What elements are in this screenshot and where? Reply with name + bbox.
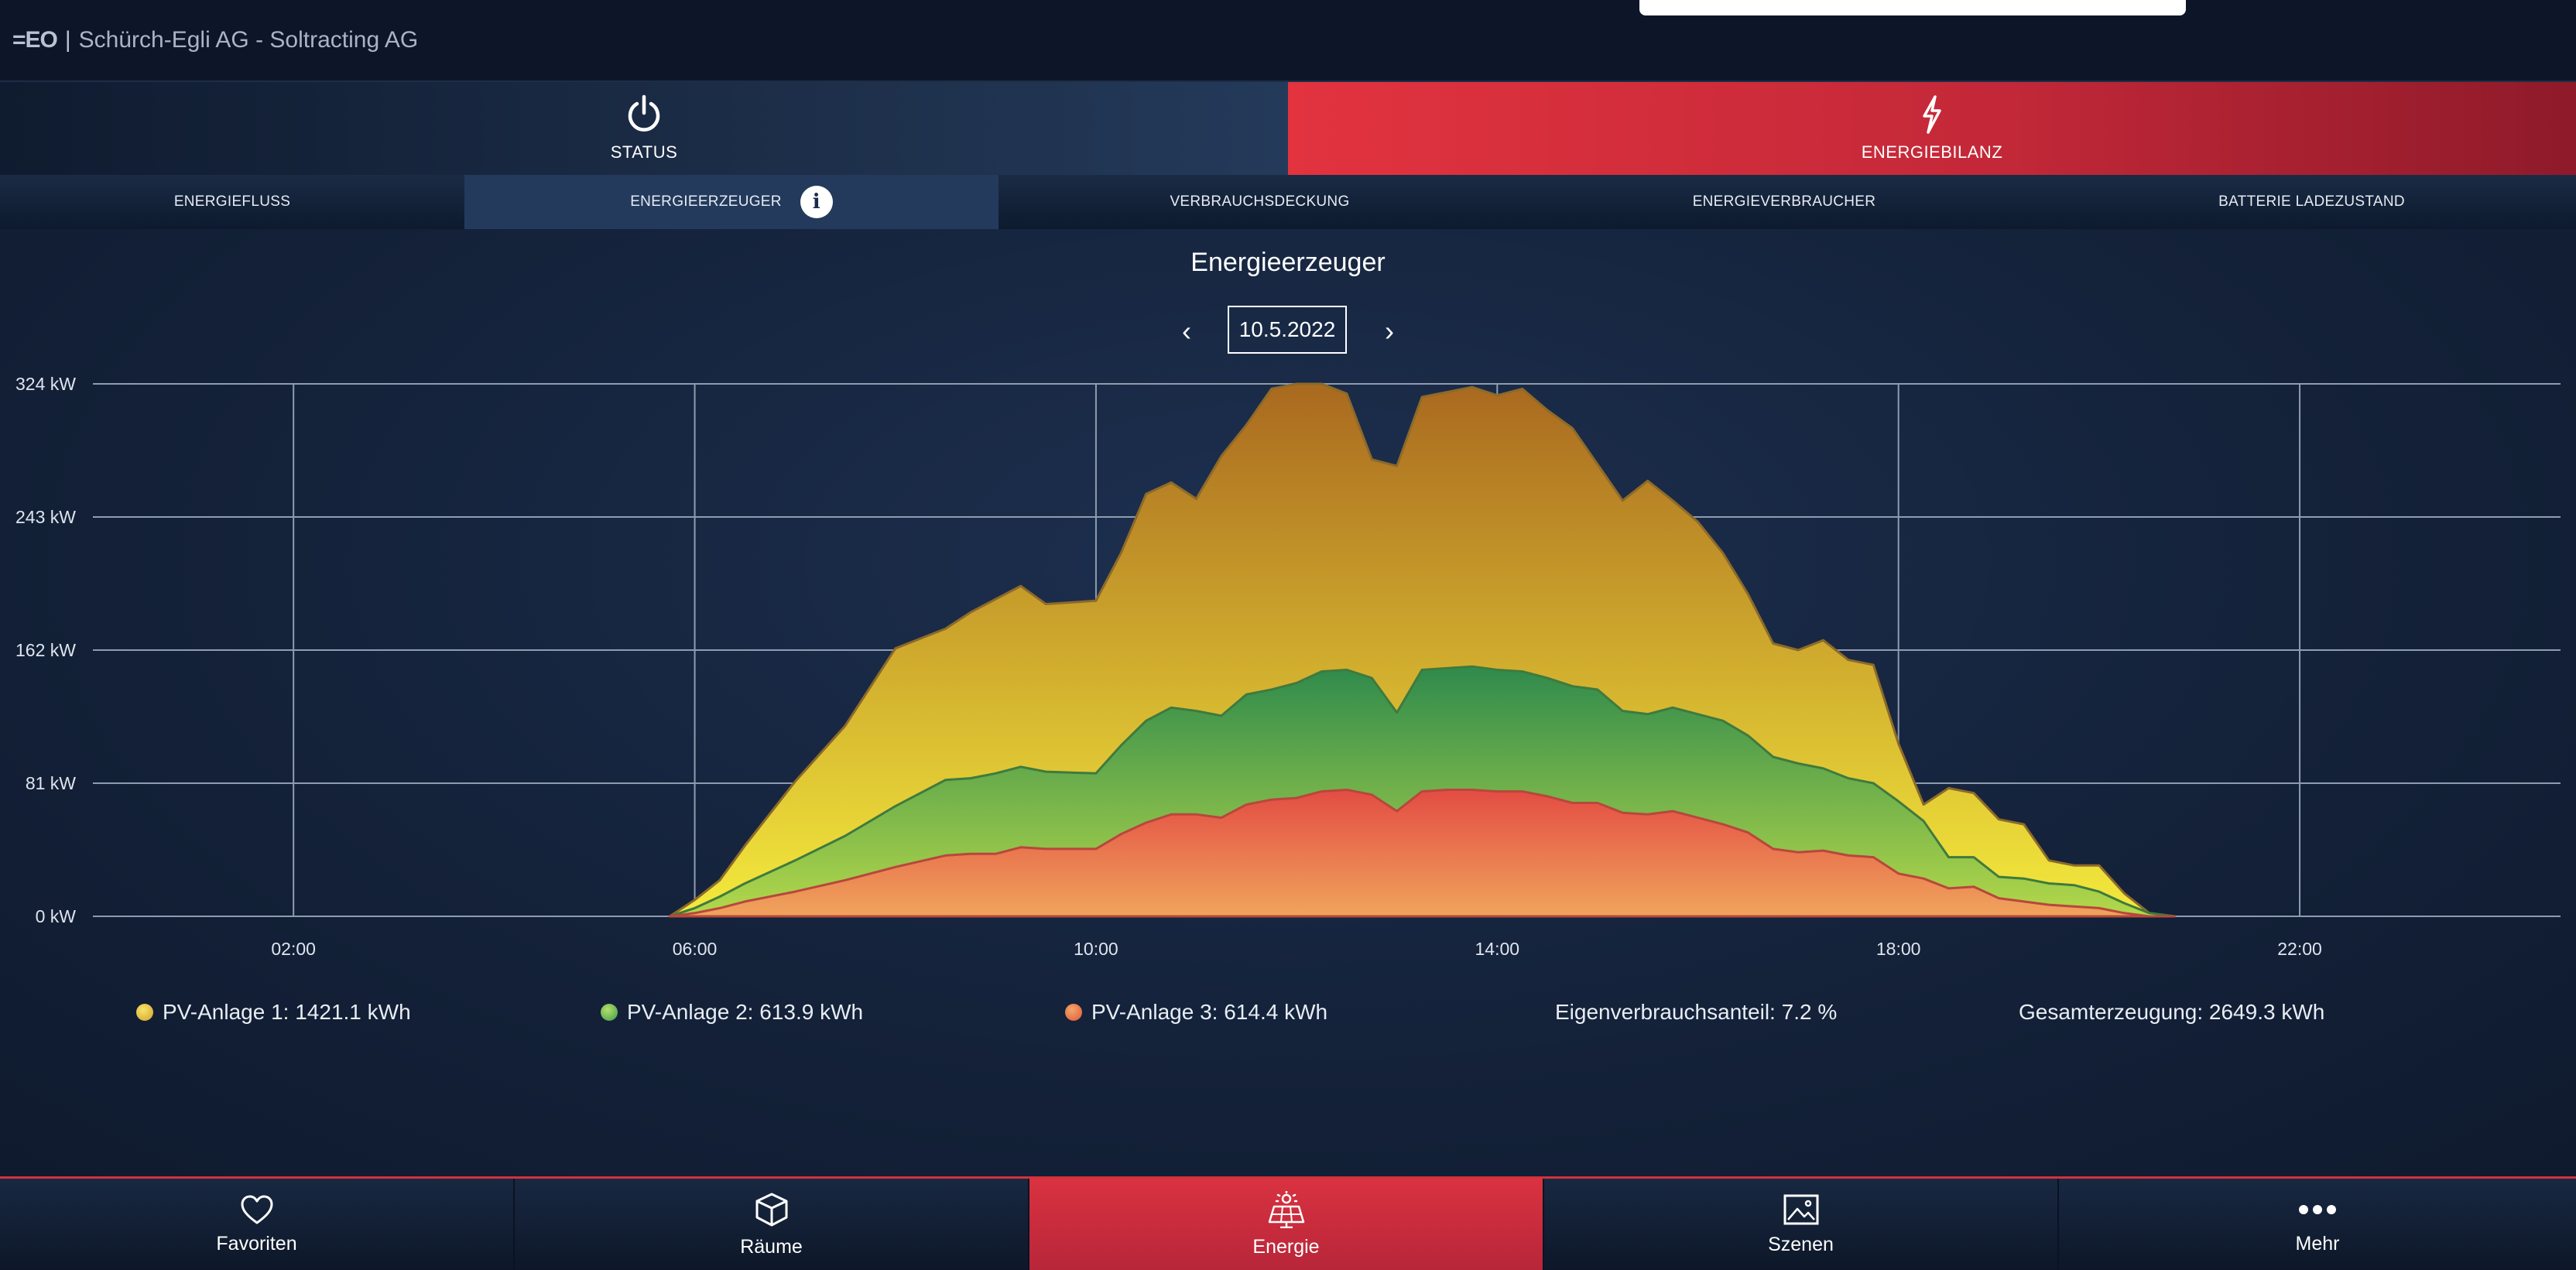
main-tabs: STATUS ENERGIEBILANZ <box>0 82 2576 175</box>
search-field[interactable] <box>1639 0 2186 15</box>
subtab-label: ENERGIEFLUSS <box>173 193 291 210</box>
more-dots-icon <box>2299 1204 2336 1214</box>
y-tick-label: 81 kW <box>26 773 76 793</box>
subtab-label: ENERGIEVERBRAUCHER <box>1692 193 1876 210</box>
tab-status[interactable]: STATUS <box>0 82 1288 175</box>
app-header: =EO | Schürch-Egli AG - Soltracting AG <box>0 0 2576 82</box>
legend-dot-icon <box>601 1004 618 1021</box>
nav-favoriten[interactable]: Favoriten <box>0 1179 515 1270</box>
subtab-energieerzeuger[interactable]: ENERGIEERZEUGER i <box>464 175 999 229</box>
x-tick-label: 22:00 <box>2277 939 2322 959</box>
bottom-navigation: Favoriten Räume Energie <box>0 1176 2576 1270</box>
subtab-energiefluss[interactable]: ENERGIEFLUSS <box>0 175 464 229</box>
chart-title: Energieerzeuger <box>1190 248 1386 277</box>
chevron-right-icon[interactable]: › <box>1385 315 1394 347</box>
cube-icon <box>755 1193 787 1226</box>
x-tick-label: 10:00 <box>1074 939 1118 959</box>
subtab-batterie-ladezustand[interactable]: BATTERIE LADEZUSTAND <box>2047 175 2576 229</box>
subtab-energieverbraucher[interactable]: ENERGIEVERBRAUCHER <box>1521 175 2047 229</box>
legend-dot-icon <box>1065 1004 1082 1021</box>
legend-gesamterzeugung: Gesamterzeugung: 2649.3 kWh <box>2019 995 2324 1029</box>
nav-energie[interactable]: Energie <box>1029 1179 1544 1270</box>
y-tick-label: 0 kW <box>36 906 77 926</box>
legend-label: Eigenverbrauchsanteil: 7.2 % <box>1555 1000 1838 1024</box>
tab-energiebilanz-label: ENERGIEBILANZ <box>1861 142 2003 162</box>
energy-chart: 0 kW 81 kW 162 kW 243 kW 324 kW 02:00 06:00 10:… <box>15 374 2561 959</box>
logo-mark: =EO <box>12 27 58 53</box>
y-tick-label: 324 kW <box>15 374 76 394</box>
subtab-label: BATTERIE LADEZUSTAND <box>2218 193 2405 210</box>
series-area-pv-anlage-3[interactable] <box>668 789 2176 918</box>
nav-label: Favoriten <box>216 1232 297 1255</box>
logo-separator: | <box>64 27 71 53</box>
date-picker[interactable]: 10.5.2022 <box>1228 306 1347 354</box>
y-tick-label: 243 kW <box>15 507 76 527</box>
legend-eigenverbrauchsanteil: Eigenverbrauchsanteil: 7.2 % <box>1555 995 1837 1029</box>
tab-status-label: STATUS <box>610 142 678 162</box>
solar-panel-icon <box>1268 1190 1304 1228</box>
tab-energiebilanz[interactable]: ENERGIEBILANZ <box>1288 82 2576 175</box>
chart-areas <box>668 382 2176 918</box>
legend-label: PV-Anlage 3: 614.4 kWh <box>1091 1000 1328 1024</box>
legend-item-pv2: PV-Anlage 2: 613.9 kWh <box>601 995 863 1029</box>
legend-label: Gesamterzeugung: 2649.3 kWh <box>2019 1000 2325 1024</box>
logo[interactable]: =EO | Schürch-Egli AG - Soltracting AG <box>12 22 418 59</box>
nav-label: Energie <box>1252 1235 1320 1258</box>
y-tick-label: 162 kW <box>15 640 76 660</box>
legend-label: PV-Anlage 1: 1421.1 kWh <box>163 1000 411 1024</box>
x-tick-label: 18:00 <box>1876 939 1921 959</box>
chevron-left-icon[interactable]: ‹ <box>1182 315 1191 347</box>
info-icon[interactable]: i <box>800 186 833 218</box>
x-tick-label: 14:00 <box>1475 939 1520 959</box>
nav-szenen[interactable]: Szenen <box>1544 1179 2059 1270</box>
subtab-verbrauchsdeckung[interactable]: VERBRAUCHSDECKUNG <box>999 175 1521 229</box>
legend-dot-icon <box>136 1004 153 1021</box>
date-navigation: ‹ 10.5.2022 › <box>1161 306 1416 357</box>
x-tick-label: 06:00 <box>673 939 718 959</box>
sub-tabs: ENERGIEFLUSS ENERGIEERZEUGER i VERBRAUCH… <box>0 175 2576 229</box>
legend-label: PV-Anlage 2: 613.9 kWh <box>627 1000 864 1024</box>
x-tick-label: 02:00 <box>271 939 316 959</box>
nav-label: Szenen <box>1768 1233 1834 1255</box>
chart-axes: 0 kW 81 kW 162 kW 243 kW 324 kW 02:00 06:00 10:… <box>15 374 2322 959</box>
legend-item-pv1: PV-Anlage 1: 1421.1 kWh <box>136 995 411 1029</box>
image-icon <box>1783 1194 1818 1224</box>
nav-label: Mehr <box>2295 1232 2340 1255</box>
heart-icon <box>241 1195 272 1224</box>
nav-mehr[interactable]: Mehr <box>2059 1179 2576 1270</box>
nav-raeume[interactable]: Räume <box>515 1179 1029 1270</box>
subtab-label: VERBRAUCHSDECKUNG <box>1170 193 1350 210</box>
lightning-icon <box>1923 95 1941 134</box>
app-title: Schürch-Egli AG - Soltracting AG <box>78 27 419 53</box>
chart-legend: PV-Anlage 1: 1421.1 kWh PV-Anlage 2: 613… <box>0 995 2576 1029</box>
power-icon <box>628 94 660 132</box>
subtab-label: ENERGIEERZEUGER <box>630 193 782 210</box>
nav-label: Räume <box>740 1235 803 1258</box>
legend-item-pv3: PV-Anlage 3: 614.4 kWh <box>1065 995 1327 1029</box>
